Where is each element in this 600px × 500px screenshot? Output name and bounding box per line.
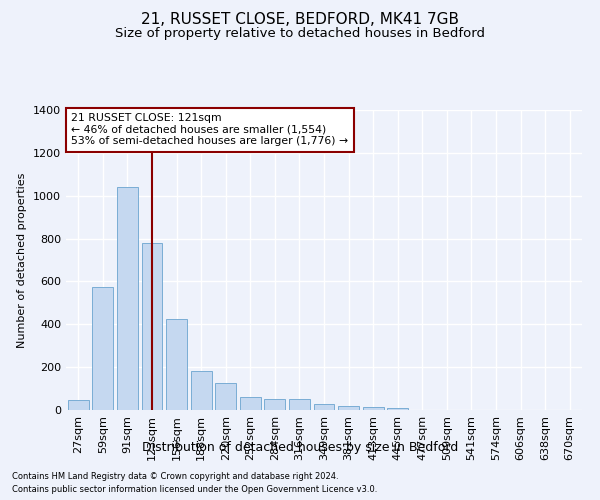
Bar — [142, 243, 163, 410]
Bar — [289, 400, 310, 410]
Bar — [362, 407, 383, 410]
Bar — [338, 406, 359, 410]
Bar — [92, 288, 113, 410]
Bar — [191, 371, 212, 410]
Bar — [240, 396, 261, 410]
Text: 21 RUSSET CLOSE: 121sqm
← 46% of detached houses are smaller (1,554)
53% of semi: 21 RUSSET CLOSE: 121sqm ← 46% of detache… — [71, 113, 348, 146]
Y-axis label: Number of detached properties: Number of detached properties — [17, 172, 28, 348]
Text: Contains HM Land Registry data © Crown copyright and database right 2024.: Contains HM Land Registry data © Crown c… — [12, 472, 338, 481]
Bar — [215, 383, 236, 410]
Text: 21, RUSSET CLOSE, BEDFORD, MK41 7GB: 21, RUSSET CLOSE, BEDFORD, MK41 7GB — [141, 12, 459, 28]
Bar — [68, 400, 89, 410]
Bar — [314, 404, 334, 410]
Bar — [117, 187, 138, 410]
Text: Distribution of detached houses by size in Bedford: Distribution of detached houses by size … — [142, 441, 458, 454]
Bar — [387, 408, 408, 410]
Text: Contains public sector information licensed under the Open Government Licence v3: Contains public sector information licen… — [12, 485, 377, 494]
Bar — [265, 400, 286, 410]
Text: Size of property relative to detached houses in Bedford: Size of property relative to detached ho… — [115, 28, 485, 40]
Bar — [166, 319, 187, 410]
